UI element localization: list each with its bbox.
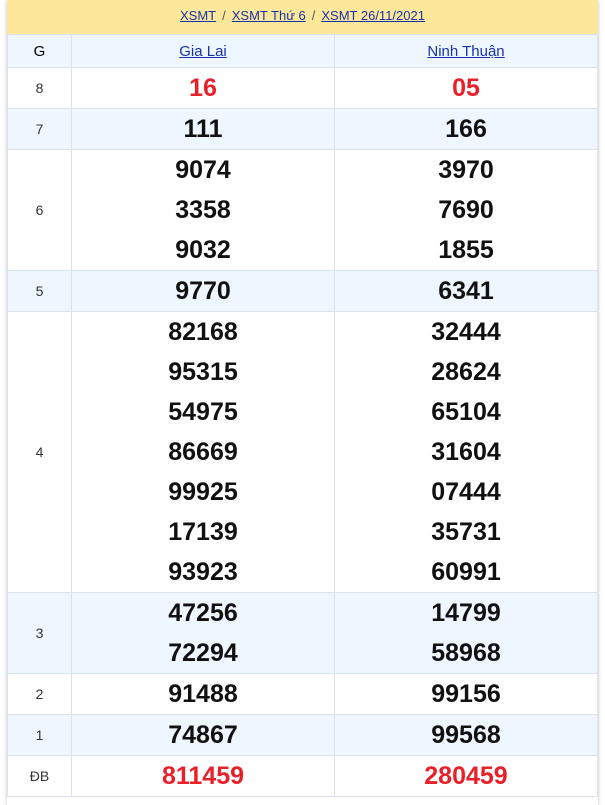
prize-label: 8 — [7, 67, 72, 109]
result-cell: 99568 — [334, 714, 598, 756]
result-number: 3358 — [175, 196, 231, 224]
province-header: Ninh Thuận — [334, 34, 598, 68]
breadcrumb-xsmt[interactable]: XSMT — [180, 8, 217, 23]
result-cell: 280459 — [334, 755, 598, 797]
prize-column-header: G — [7, 34, 72, 68]
result-number: 91488 — [168, 680, 238, 708]
result-number: 3970 — [438, 156, 494, 184]
header-row: G Gia Lai Ninh Thuận — [7, 34, 598, 68]
prize-row: 4 82168 95315 54975 86669 99925 17139 93923 3244… — [7, 311, 598, 593]
result-number: 17139 — [168, 518, 238, 546]
result-number: 72294 — [168, 639, 238, 667]
result-number: 9770 — [175, 277, 231, 305]
prize-label: 2 — [7, 673, 72, 715]
result-number: 16 — [189, 74, 217, 102]
result-number: 60991 — [431, 558, 501, 586]
result-number: 07444 — [431, 478, 501, 506]
result-cell: 111 — [71, 108, 335, 150]
breadcrumb-separator: / — [311, 8, 316, 23]
result-cell: 166 — [334, 108, 598, 150]
prize-label: 7 — [7, 108, 72, 150]
result-cell: 14799 58968 — [334, 592, 598, 674]
prize-row: 6 9074 3358 9032 3970 7690 1855 — [7, 149, 598, 271]
prize-label: 6 — [7, 149, 72, 271]
prize-label: ĐB — [7, 755, 72, 797]
result-number: 280459 — [424, 762, 508, 790]
result-number: 93923 — [168, 558, 238, 586]
result-number: 99925 — [168, 478, 238, 506]
result-number: 35731 — [431, 518, 501, 546]
breadcrumb-xsmt-thu-6[interactable]: XSMT Thứ 6 — [231, 8, 306, 23]
result-number: 1855 — [438, 236, 494, 264]
result-number: 7690 — [438, 196, 494, 224]
result-cell: 82168 95315 54975 86669 99925 17139 93923 — [71, 311, 335, 593]
breadcrumb: XSMT / XSMT Thứ 6 / XSMT 26/11/2021 — [7, 0, 598, 34]
result-number: 6341 — [438, 277, 494, 305]
results-card: XSMT / XSMT Thứ 6 / XSMT 26/11/2021 G Gia La… — [7, 0, 598, 805]
result-cell: 05 — [334, 67, 598, 109]
result-number: 32444 — [431, 318, 501, 346]
result-number: 31604 — [431, 438, 501, 466]
result-number: 9032 — [175, 236, 231, 264]
result-cell: 47256 72294 — [71, 592, 335, 674]
province-link-gia-lai[interactable]: Gia Lai — [179, 42, 227, 60]
result-cell: 6341 — [334, 270, 598, 312]
province-link-ninh-thuan[interactable]: Ninh Thuận — [427, 42, 505, 60]
prize-row: 3 47256 72294 14799 58968 — [7, 592, 598, 674]
prize-row: 1 74867 99568 — [7, 714, 598, 756]
result-number: 99568 — [431, 721, 501, 749]
prize-row: ĐB 811459 280459 — [7, 755, 598, 797]
result-cell: 3970 7690 1855 — [334, 149, 598, 271]
result-number: 65104 — [431, 398, 501, 426]
prize-label: 5 — [7, 270, 72, 312]
result-number: 14799 — [431, 599, 501, 627]
result-number: 86669 — [168, 438, 238, 466]
province-header: Gia Lai — [71, 34, 335, 68]
result-cell: 74867 — [71, 714, 335, 756]
result-cell: 9074 3358 9032 — [71, 149, 335, 271]
result-cell: 32444 28624 65104 31604 07444 35731 60991 — [334, 311, 598, 593]
result-cell: 9770 — [71, 270, 335, 312]
result-number: 9074 — [175, 156, 231, 184]
result-cell: 811459 — [71, 755, 335, 797]
result-number: 99156 — [431, 680, 501, 708]
result-number: 111 — [183, 115, 223, 143]
result-number: 05 — [452, 74, 480, 102]
result-number: 47256 — [168, 599, 238, 627]
result-number: 54975 — [168, 398, 238, 426]
result-number: 28624 — [431, 358, 501, 386]
prize-row: 7 111 166 — [7, 108, 598, 150]
prize-row: 8 16 05 — [7, 67, 598, 109]
result-cell: 91488 — [71, 673, 335, 715]
prize-label: 1 — [7, 714, 72, 756]
result-cell: 16 — [71, 67, 335, 109]
prize-label: 4 — [7, 311, 72, 593]
result-number: 74867 — [168, 721, 238, 749]
breadcrumb-xsmt-date[interactable]: XSMT 26/11/2021 — [321, 8, 425, 23]
result-number: 58968 — [431, 639, 501, 667]
result-cell: 99156 — [334, 673, 598, 715]
result-number: 811459 — [161, 762, 245, 790]
results-table: G Gia Lai Ninh Thuận 8 16 05 7 111 166 6 9074 33… — [7, 34, 598, 797]
result-number: 166 — [445, 115, 487, 143]
prize-row: 5 9770 6341 — [7, 270, 598, 312]
result-number: 95315 — [168, 358, 238, 386]
breadcrumb-separator: / — [222, 8, 226, 23]
result-number: 82168 — [168, 318, 238, 346]
prize-row: 2 91488 99156 — [7, 673, 598, 715]
prize-label: 3 — [7, 592, 72, 674]
